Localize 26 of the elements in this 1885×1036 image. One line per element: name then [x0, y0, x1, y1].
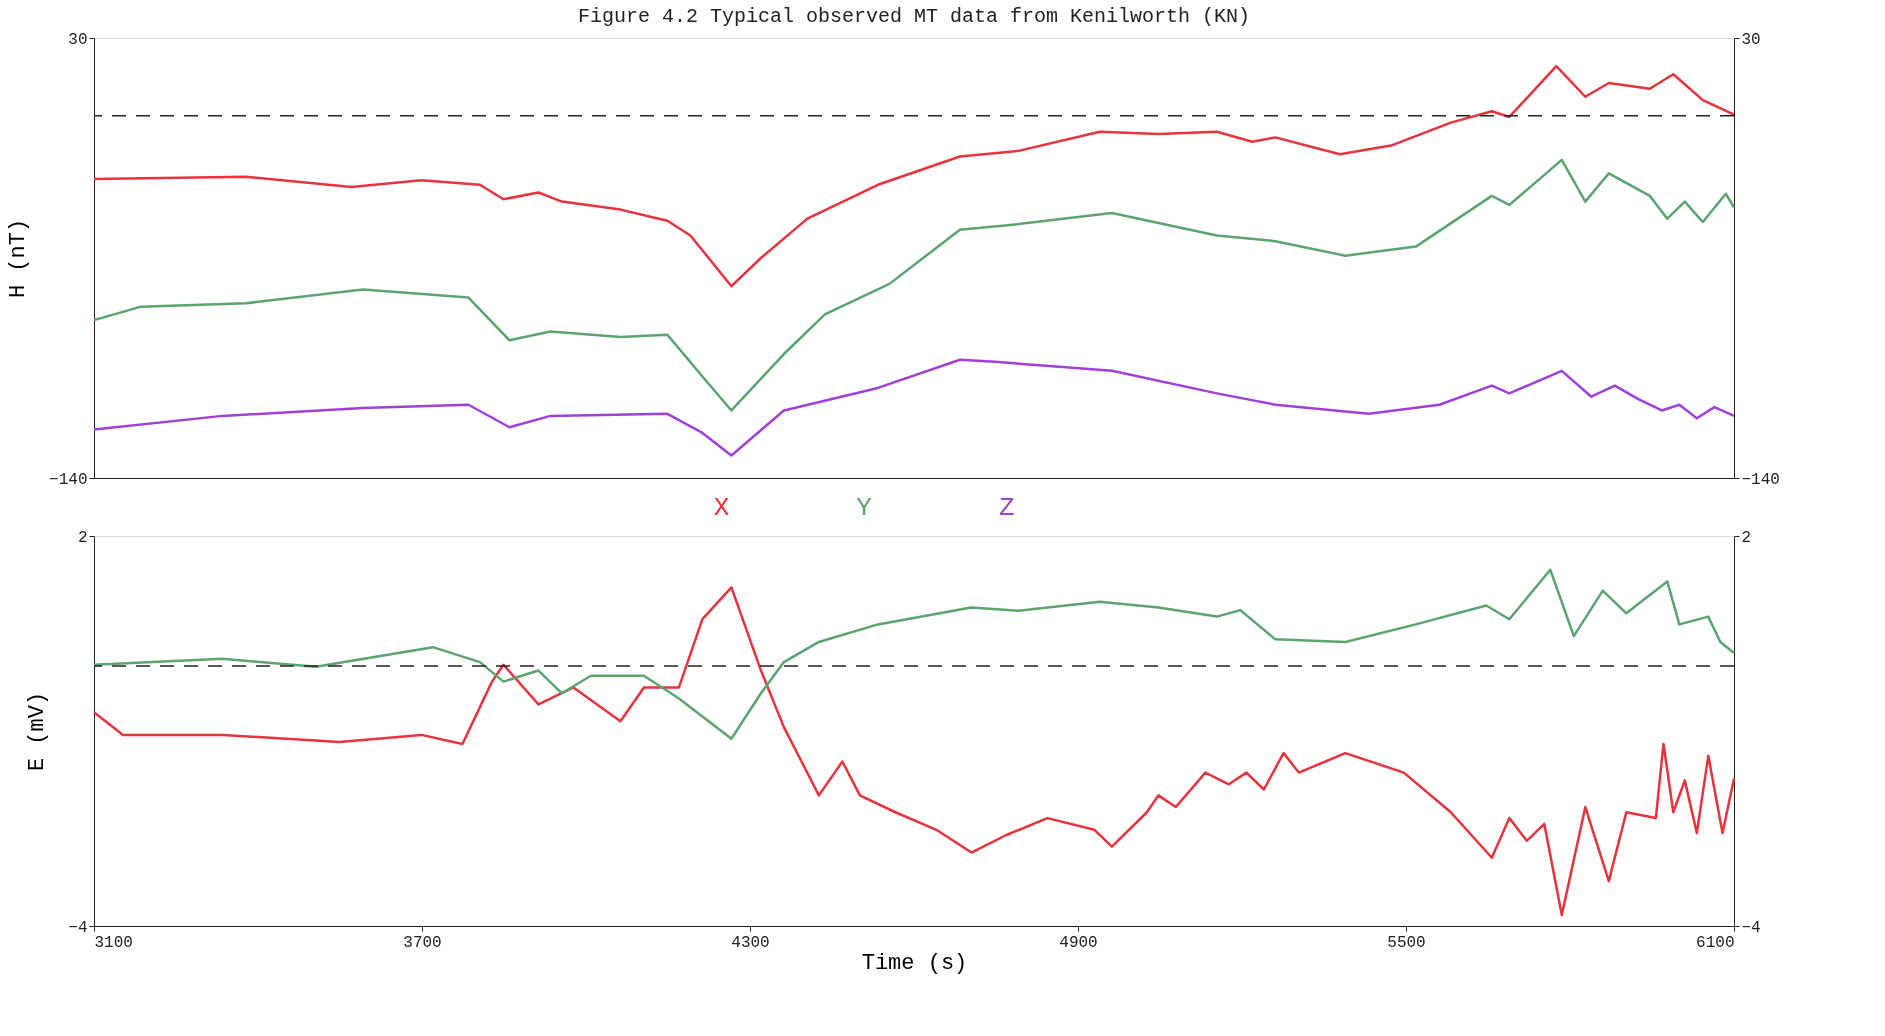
line-series [92, 358, 1736, 457]
x-tick-label: 5500 [1387, 933, 1426, 952]
y2-tick-label: −4 [1741, 918, 1761, 937]
x-tick-label: 3100 [94, 933, 133, 952]
y-axis-title: H (nT) [6, 218, 32, 299]
text: Z [998, 493, 1015, 523]
line-series [92, 64, 1736, 288]
line-series [92, 568, 1736, 741]
y-tick-label: 2 [77, 528, 88, 547]
line-series [92, 158, 1736, 412]
y2-tick-label: 2 [1741, 528, 1752, 547]
y2-tick-label: −140 [1741, 470, 1780, 489]
x-tick-label: 4300 [731, 933, 770, 952]
line-series [92, 586, 1736, 917]
y2-tick-label: 30 [1741, 30, 1761, 49]
y-tick-label: −140 [49, 470, 88, 489]
x-tick-label: 4900 [1059, 933, 1098, 952]
chart-title: Figure 4.2 Typical observed MT data from Kenilworth (KN) [577, 5, 1251, 28]
x-tick-label: 3700 [403, 933, 442, 952]
y-tick-label: 30 [68, 30, 88, 49]
x-tick-label: 6100 [1696, 933, 1735, 952]
x-axis-title: Time (s) [861, 950, 968, 976]
y-axis-title: E (mV) [25, 691, 51, 772]
text: X [713, 493, 730, 523]
text: Y [856, 493, 873, 523]
y-tick-label: −4 [68, 918, 88, 937]
